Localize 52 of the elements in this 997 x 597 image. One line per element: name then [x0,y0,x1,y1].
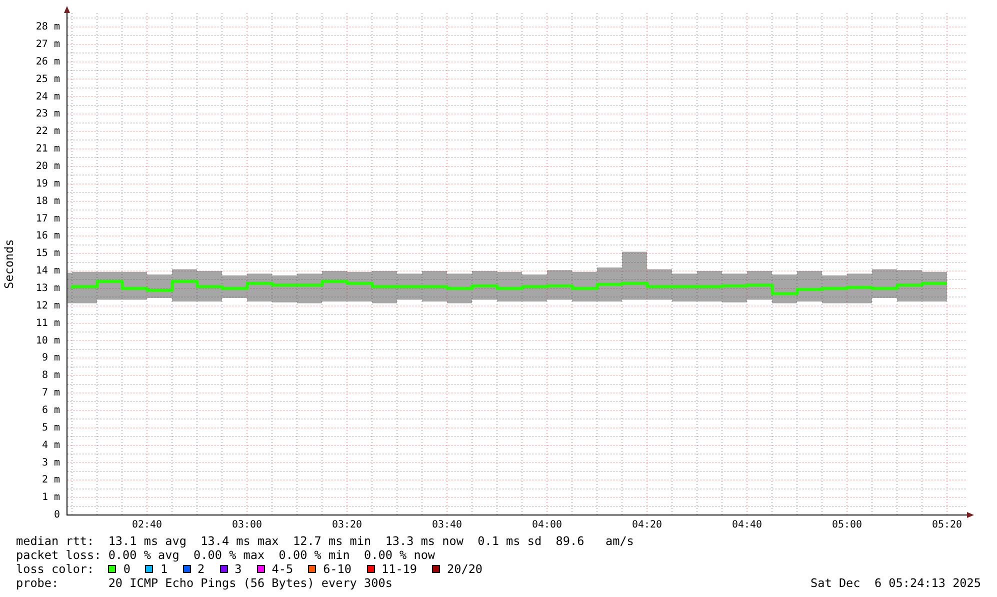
x-tick-label: 03:00 [232,520,262,531]
x-tick-label: 03:40 [432,520,462,531]
y-tick-label: 10 m [36,335,60,346]
legend-label: 3 [234,562,242,576]
text: packet loss: 0.00 % avg 0.00 % max 0.00 % min 0.00 % now [16,548,436,562]
x-tick-label: 02:40 [132,520,162,531]
y-tick-label: 1 m [42,492,60,504]
legend-label: 11-19 [382,562,418,576]
y-tick-label: 24 m [36,91,60,102]
x-tick-label: 04:20 [632,520,662,531]
y-axis-title: Seconds [2,239,16,289]
y-tick-label: 16 m [36,230,60,242]
legend-label: 6-10 [323,562,352,576]
legend-label: 4-5 [272,562,294,576]
y-tick-label: 13 m [36,282,60,294]
y-tick-label: 18 m [36,196,60,207]
x-tick-label: 04:40 [732,520,762,531]
legend-label: 1 [160,562,168,576]
y-tick-label: 25 m [36,74,60,85]
y-tick-label: 22 m [36,126,60,138]
text: probe: 20 ICMP Echo Pings (56 Bytes) every 300s [16,576,392,590]
y-tick-label: 6 m [42,405,60,416]
y-tick-label: 9 m [42,352,60,364]
y-tick-label: 5 m [42,422,60,434]
y-tick-label: 26 m [36,56,60,68]
legend-title: loss color: [16,562,96,576]
x-tick-label: 05:20 [932,520,962,531]
y-tick-label: 3 m [42,457,60,468]
legend-label: 2 [198,562,205,576]
x-tick-label: 05:00 [832,520,862,531]
y-tick-label: 19 m [36,178,60,190]
y-tick-label: 2 m [42,474,60,486]
y-tick-label: 15 m [36,248,60,260]
y-tick-label: 8 m [42,370,60,382]
y-tick-label: 12 m [36,300,60,312]
y-tick-label: 14 m [36,266,60,277]
y-tick-label: 21 m [36,144,60,155]
y-tick-label: 7 m [42,388,60,399]
x-tick-label: 03:20 [332,520,362,531]
y-tick-label: 23 m [36,108,60,120]
y-tick-label: 27 m [36,38,60,50]
legend-label: 0 [123,562,130,576]
legend-label: 20/20 [447,562,483,576]
y-tick-label: 17 m [36,213,60,224]
y-tick-label: 0 [54,510,60,521]
x-tick-label: 04:00 [532,520,562,531]
text: Sat Dec 6 05:24:13 2025 [810,576,981,590]
y-tick-label: 28 m [36,22,60,33]
y-tick-label: 20 m [36,160,60,172]
y-tick-label: 4 m [42,440,60,451]
text: median rtt: 13.1 ms avg 13.4 ms max 12.7 ms min 13.3 ms now 0.1 ms sd 89.6 am/s [16,534,634,548]
y-tick-label: 11 m [36,318,60,329]
